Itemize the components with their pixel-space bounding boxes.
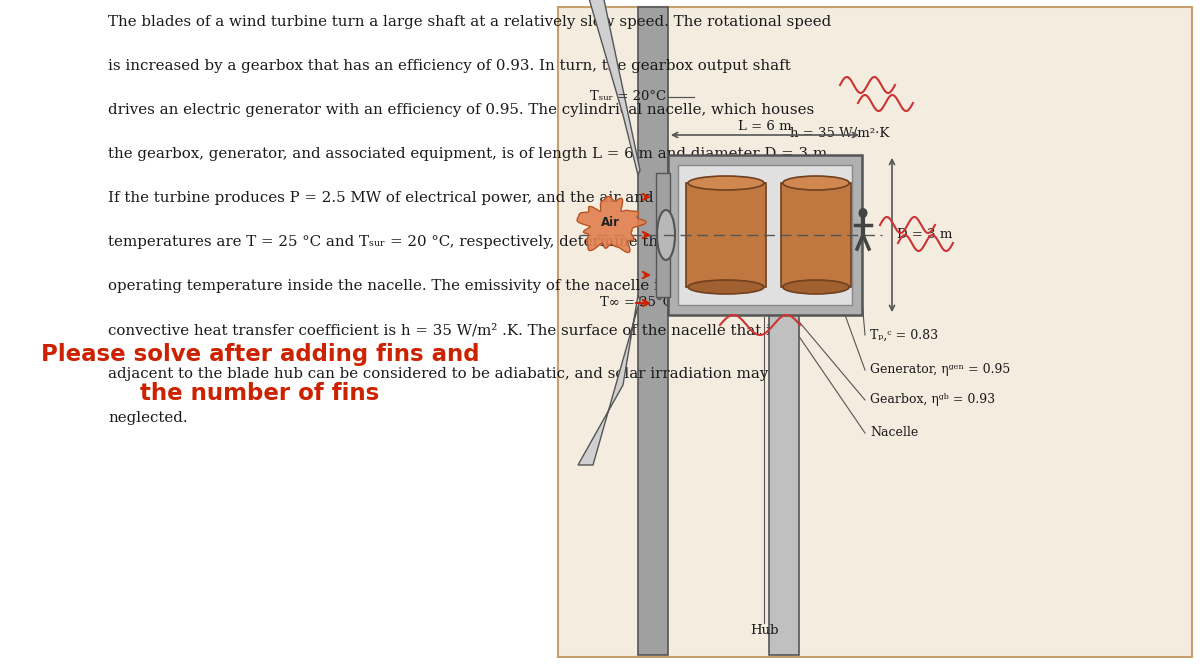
Bar <box>638 7 668 655</box>
Polygon shape <box>578 295 640 465</box>
FancyBboxPatch shape <box>558 7 1192 657</box>
Bar <box>769 315 799 655</box>
Ellipse shape <box>782 280 850 294</box>
Text: T∞ = 25°C: T∞ = 25°C <box>600 297 673 309</box>
Ellipse shape <box>858 208 868 218</box>
Bar <box>686 183 766 287</box>
Ellipse shape <box>658 210 674 260</box>
Text: Air: Air <box>600 215 619 229</box>
Text: L = 6 m: L = 6 m <box>738 120 792 133</box>
Polygon shape <box>577 197 646 253</box>
Text: D = 3 m: D = 3 m <box>898 229 953 241</box>
Text: Tₛᵤᵣ = 20°C: Tₛᵤᵣ = 20°C <box>590 90 666 104</box>
Text: drives an electric generator with an efficiency of 0.95. The cylindrical nacelle: drives an electric generator with an eff… <box>108 103 815 117</box>
Bar <box>668 155 862 315</box>
Text: is increased by a gearbox that has an efficiency of 0.93. In turn, the gearbox o: is increased by a gearbox that has an ef… <box>108 59 791 73</box>
Ellipse shape <box>688 280 764 294</box>
Text: temperatures are T = 25 °C and Tₛᵤᵣ = 20 °C, respectively, determine the minimum: temperatures are T = 25 °C and Tₛᵤᵣ = 20… <box>108 235 811 249</box>
Polygon shape <box>588 0 640 175</box>
Bar <box>678 165 852 305</box>
Bar <box>656 173 670 297</box>
Text: the number of fins: the number of fins <box>140 382 379 404</box>
Ellipse shape <box>688 176 764 190</box>
Text: Tₚ,ᶜ = 0.83: Tₚ,ᶜ = 0.83 <box>870 329 938 342</box>
Text: If the turbine produces P = 2.5 MW of electrical power, and the air and surround: If the turbine produces P = 2.5 MW of el… <box>108 191 761 205</box>
Text: Nacelle: Nacelle <box>870 426 918 440</box>
Bar <box>781 183 851 287</box>
Text: the gearbox, generator, and associated equipment, is of length L = 6 m and diame: the gearbox, generator, and associated e… <box>108 147 832 161</box>
Text: h = 35 W/m²·K: h = 35 W/m²·K <box>791 126 889 140</box>
Text: Hub: Hub <box>750 624 779 637</box>
Ellipse shape <box>782 176 850 190</box>
Text: Generator, ηᵍᵉⁿ = 0.95: Generator, ηᵍᵉⁿ = 0.95 <box>870 364 1010 376</box>
Text: Gearbox, ηᵍᵇ = 0.93: Gearbox, ηᵍᵇ = 0.93 <box>870 394 995 406</box>
Text: convective heat transfer coefficient is h = 35 W/m² .K. The surface of the nacel: convective heat transfer coefficient is … <box>108 323 779 337</box>
Text: Please solve after adding fins and: Please solve after adding fins and <box>41 344 479 366</box>
Text: operating temperature inside the nacelle. The emissivity of the nacelle is 0.83,: operating temperature inside the nacelle… <box>108 279 773 293</box>
Text: neglected.: neglected. <box>108 411 187 425</box>
Text: The blades of a wind turbine turn a large shaft at a relatively slow speed. The : The blades of a wind turbine turn a larg… <box>108 15 832 29</box>
Text: adjacent to the blade hub can be considered to be adiabatic, and solar irradiati: adjacent to the blade hub can be conside… <box>108 367 792 381</box>
